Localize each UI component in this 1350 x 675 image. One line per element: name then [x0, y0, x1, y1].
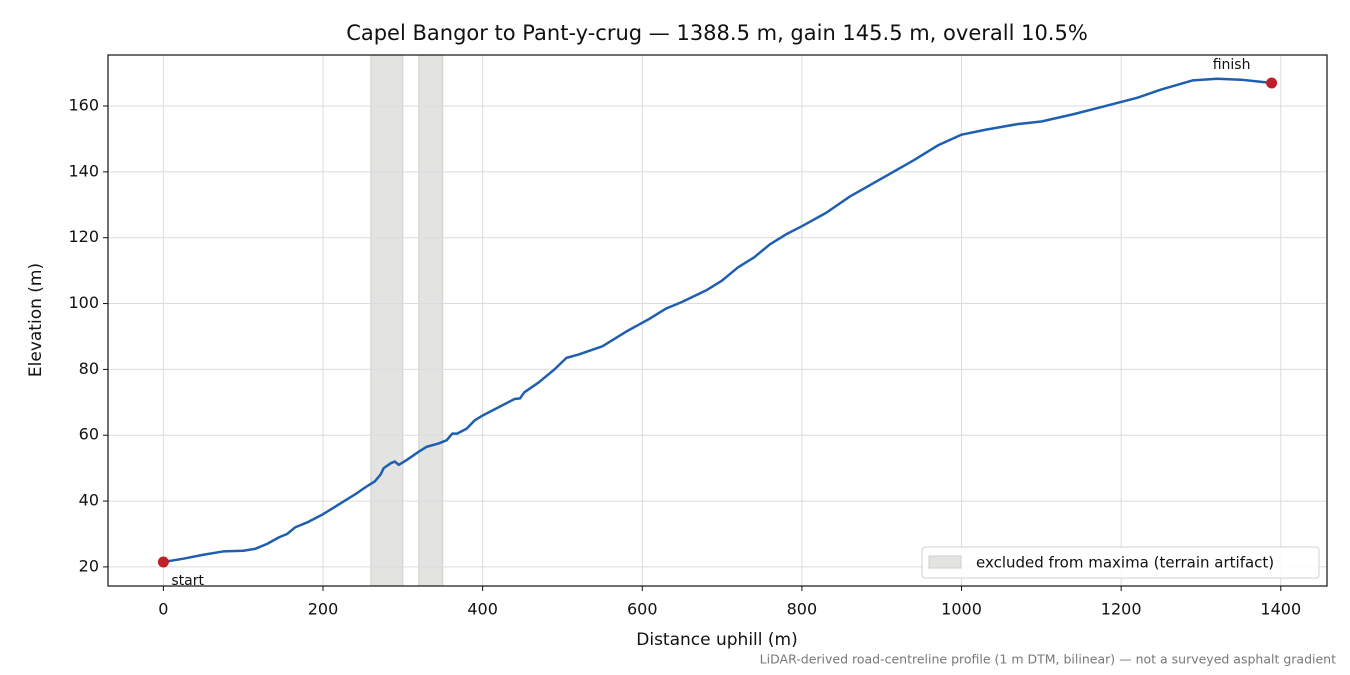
y-tick-label: 100	[68, 293, 99, 312]
excluded-span	[370, 54, 404, 587]
x-axis-label: Distance uphill (m)	[636, 630, 797, 650]
footnote: LiDAR-derived road-centreline profile (1…	[760, 652, 1336, 667]
x-tick-label: 1000	[941, 600, 982, 619]
plot-frame	[107, 54, 1328, 587]
y-tick-label: 140	[68, 161, 99, 180]
x-tick-label: 1200	[1101, 600, 1142, 619]
y-axis-label: Elevation (m)	[26, 263, 46, 377]
elevation-line	[163, 77, 1272, 564]
x-tick-label: 800	[787, 600, 818, 619]
y-tick-label: 160	[68, 96, 99, 115]
chart-title: Capel Bangor to Pant-y-crug — 1388.5 m, …	[346, 21, 1088, 45]
y-tick-label: 80	[79, 359, 99, 378]
y-tick-label: 40	[79, 491, 99, 510]
x-tick-label: 1400	[1260, 600, 1301, 619]
legend-box	[921, 546, 1320, 579]
x-tick-label: 200	[308, 600, 339, 619]
endpoint-label: finish	[1213, 57, 1251, 73]
excluded-span	[418, 54, 444, 587]
legend-label: excluded from maxima (terrain artifact)	[976, 554, 1274, 572]
x-tick-label: 400	[467, 600, 498, 619]
y-tick-label: 20	[79, 556, 99, 575]
endpoint-label: start	[171, 573, 204, 589]
endpoint-marker	[1266, 77, 1278, 89]
legend-swatch	[928, 555, 962, 569]
endpoint-marker	[157, 556, 169, 568]
x-tick-label: 600	[627, 600, 658, 619]
x-tick-label: 0	[158, 600, 168, 619]
y-tick-label: 60	[79, 425, 99, 444]
y-tick-label: 120	[68, 227, 99, 246]
